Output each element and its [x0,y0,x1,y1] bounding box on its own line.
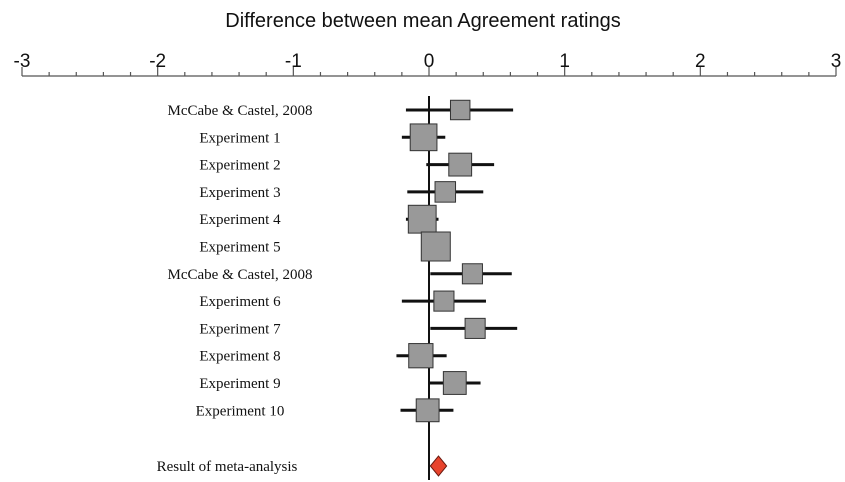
effect-square [434,181,457,203]
effect-square [407,204,437,234]
x-tick-label: 0 [424,51,435,72]
effect-square [408,343,434,369]
study-row: Experiment 7 [199,317,518,339]
study-label: Experiment 4 [199,212,281,228]
study-label: Experiment 7 [199,321,281,337]
study-label: Experiment 9 [199,376,280,392]
effect-square [420,231,451,262]
study-label: McCabe & Castel, 2008 [168,103,313,119]
effect-square [415,398,440,423]
study-label: Experiment 5 [199,240,280,256]
x-tick-label: 1 [559,51,570,72]
effect-square [464,317,486,339]
summary-label: Result of meta-analysis [157,459,298,475]
x-tick-label: -1 [285,51,302,72]
study-rows: McCabe & Castel, 2008 Experiment 1 Experim… [168,99,518,423]
study-row: Experiment 2 [199,152,495,177]
effect-square [461,263,483,285]
effect-square [409,123,438,152]
study-row: McCabe & Castel, 2008 [168,99,514,121]
study-row: Experiment 9 [199,371,481,395]
x-tick-label: -2 [149,51,166,72]
study-label: Experiment 1 [199,130,280,146]
study-label: Experiment 3 [199,185,280,201]
summary-row: Result of meta-analysis [157,455,448,477]
x-tick-label: -3 [14,51,31,72]
x-tick-label: 2 [695,51,706,72]
x-tick-label: 3 [831,51,842,72]
study-row: Experiment 5 [199,231,451,262]
study-row: McCabe & Castel, 2008 [168,263,512,285]
study-label: Experiment 10 [196,403,285,419]
study-row: Experiment 8 [199,343,447,369]
effect-square [449,99,471,121]
study-label: Experiment 2 [199,158,280,174]
study-row: Experiment 6 [199,290,486,312]
summary-diamond [429,455,448,477]
effect-square [442,371,467,395]
study-row: Experiment 4 [199,204,439,234]
study-row: Experiment 3 [199,181,484,203]
study-row: Experiment 1 [199,123,446,152]
study-label: Experiment 8 [199,349,280,365]
effect-square [433,290,455,312]
x-axis: -3 -2 -1 0 1 2 3 [14,51,842,77]
effect-square [448,152,473,177]
study-row: Experiment 10 [196,398,454,423]
study-label: McCabe & Castel, 2008 [168,267,313,283]
chart-title: Difference between mean Agreement rating… [225,10,620,32]
study-label: Experiment 6 [199,294,281,310]
